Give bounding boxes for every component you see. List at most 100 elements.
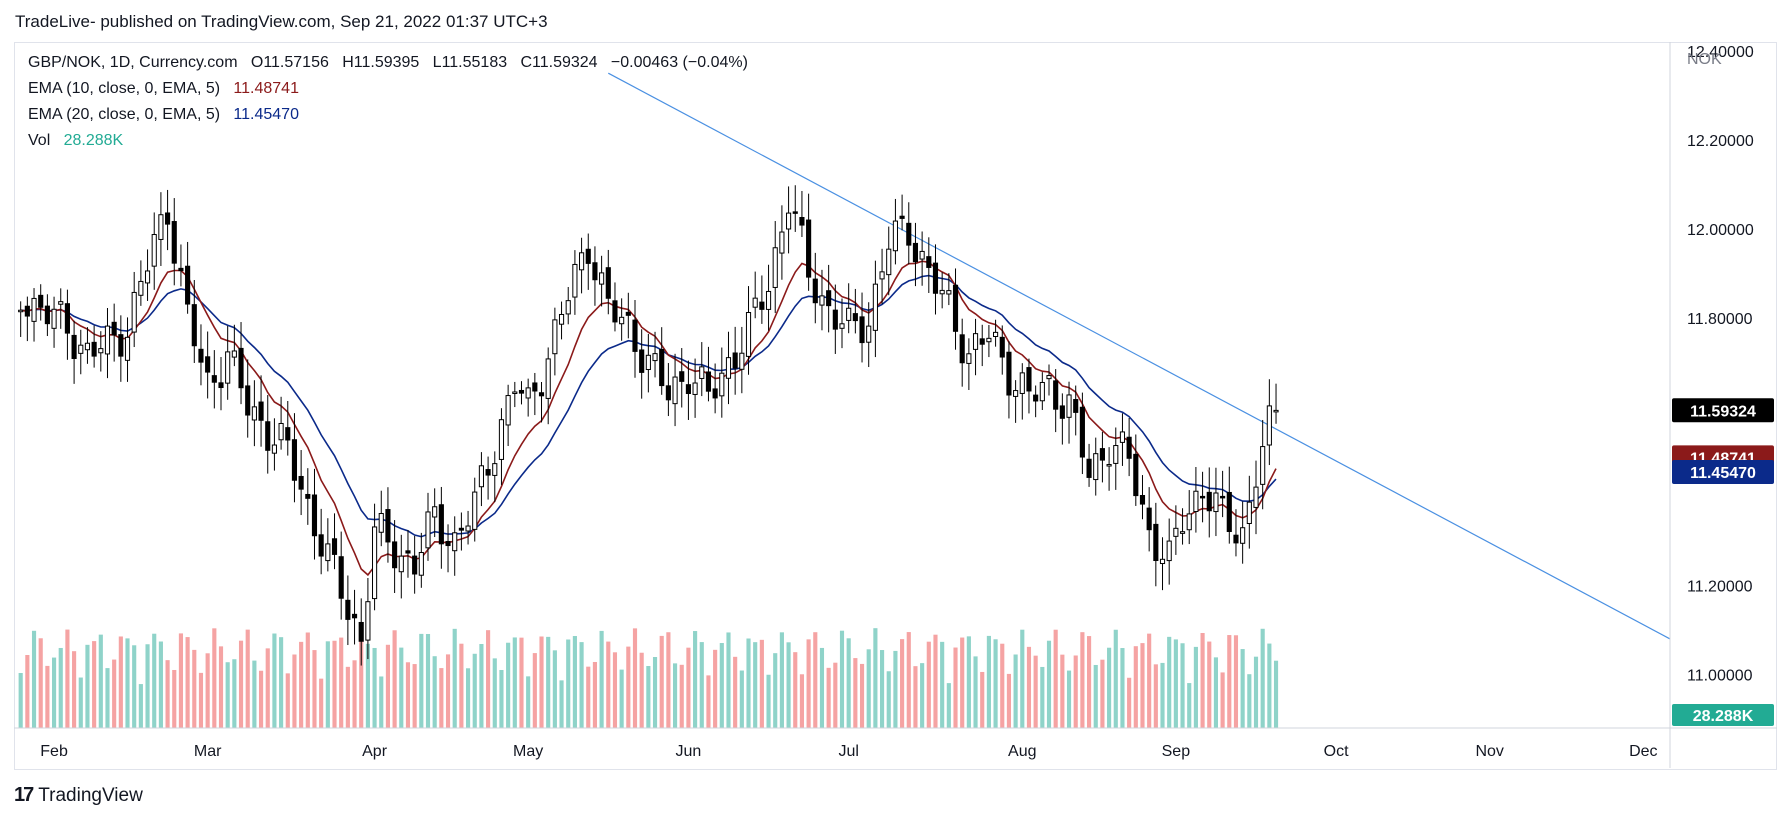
volume-bar	[1207, 641, 1212, 728]
candle-body	[1179, 531, 1186, 534]
candle-body	[144, 270, 151, 284]
candle-body	[879, 271, 885, 280]
volume-bar	[172, 669, 177, 728]
ema20-line	[20, 274, 1277, 538]
candle-body	[58, 301, 64, 305]
volume-bar	[125, 638, 130, 728]
candle-body	[185, 265, 191, 305]
volume-bar	[225, 662, 230, 728]
volume-bar	[486, 630, 491, 728]
candle-body	[138, 280, 144, 296]
volume-bar	[258, 670, 264, 728]
candle-body	[1273, 409, 1279, 413]
candle-body	[211, 375, 217, 383]
volume-bar	[92, 641, 97, 728]
high-value: H11.59395	[342, 54, 420, 71]
volume-bar	[679, 664, 684, 728]
volume-bar	[65, 629, 70, 728]
candle-body	[1019, 372, 1025, 394]
candle-body	[231, 350, 237, 358]
candle-body	[852, 313, 858, 322]
volume-bar	[859, 663, 865, 728]
volume-bar	[579, 642, 584, 728]
time-tick-label: Sep	[1162, 743, 1191, 760]
volume-bar	[993, 639, 998, 728]
candle-body	[38, 294, 44, 308]
volume-bar	[940, 641, 945, 728]
candle-body	[498, 419, 505, 460]
candle-body	[325, 543, 331, 562]
price-tick-label: 11.20000	[1687, 578, 1753, 595]
volume-bar	[319, 678, 324, 728]
volume-bar	[1133, 646, 1138, 728]
candle-body	[505, 395, 511, 426]
volume-bar	[626, 646, 631, 728]
candle-body	[1193, 490, 1199, 513]
volume-bar	[45, 665, 50, 728]
candle-body	[104, 325, 111, 355]
candle-body	[685, 384, 691, 395]
candle-body	[265, 421, 271, 451]
candle-body	[1039, 381, 1045, 402]
candle-body	[1260, 446, 1266, 485]
candle-body	[859, 316, 865, 344]
time-tick-label: Dec	[1629, 743, 1657, 760]
legend-ema20[interactable]: EMA (20, close, 0, EMA, 5) 11.45470	[28, 106, 299, 124]
candle-body	[645, 354, 651, 371]
tradingview-logo[interactable]: 17 TradingView	[14, 784, 143, 807]
vol-value: 28.288K	[63, 132, 124, 149]
volume-bar	[839, 630, 845, 728]
candle-body	[605, 267, 611, 299]
candle-body	[485, 469, 491, 476]
volume-bar	[265, 648, 270, 728]
candle-body	[772, 247, 778, 288]
legend-ema10[interactable]: EMA (10, close, 0, EMA, 5) 11.48741	[28, 80, 299, 98]
volume-bar	[719, 643, 724, 728]
volume-bar	[779, 632, 784, 728]
volume-bar	[1107, 647, 1112, 728]
candle-body	[752, 297, 758, 308]
candle-body	[1166, 540, 1172, 562]
candle-body	[665, 385, 671, 401]
volume-bar	[713, 649, 718, 728]
volume-bar	[813, 632, 818, 728]
volume-bar	[1220, 672, 1225, 728]
candle-body	[939, 289, 945, 295]
candle-body	[872, 283, 878, 331]
candle-body	[351, 613, 358, 619]
volume-bar	[693, 631, 698, 728]
candle-body	[759, 301, 765, 310]
candle-body	[1099, 448, 1105, 461]
candle-body	[218, 382, 224, 389]
volume-bar	[245, 629, 250, 728]
vol-label: Vol	[28, 132, 51, 149]
candle-body	[538, 392, 545, 397]
volume-bar	[405, 662, 411, 728]
legend-volume[interactable]: Vol 28.288K	[28, 132, 123, 150]
candle-body	[165, 212, 171, 225]
volume-bar	[51, 657, 57, 728]
candle-body	[1186, 513, 1192, 531]
candle-body	[1146, 507, 1152, 531]
volume-bar	[1247, 674, 1252, 728]
volume-bar	[539, 636, 544, 728]
candle-body	[478, 465, 484, 488]
candle-body	[765, 290, 772, 310]
candle-body	[225, 351, 231, 384]
volume-bar	[479, 644, 484, 728]
volume-bar	[1040, 666, 1045, 728]
candle-body	[779, 231, 785, 254]
candle-body	[652, 353, 658, 362]
volume-bar	[25, 654, 30, 728]
candle-body	[725, 357, 732, 379]
volume-bar	[886, 671, 891, 728]
candle-body	[1053, 380, 1059, 410]
candle-body	[405, 550, 411, 554]
candle-body	[999, 336, 1005, 358]
candle-body	[832, 309, 838, 330]
candle-body	[91, 341, 97, 357]
tradingview-logo-icon: 17	[14, 784, 34, 806]
candle-body	[64, 303, 70, 334]
candle-body	[739, 352, 745, 370]
